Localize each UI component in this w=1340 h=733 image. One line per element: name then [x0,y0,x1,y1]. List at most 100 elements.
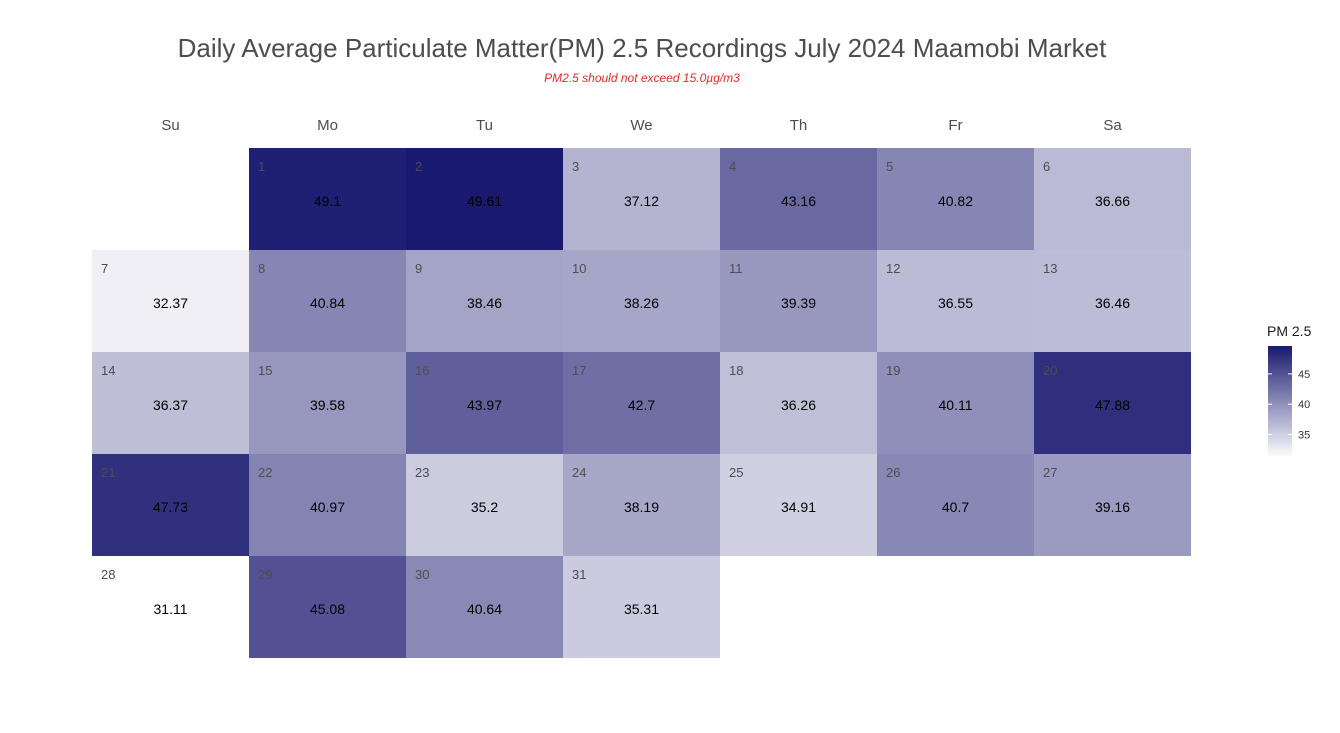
calendar-day-cell: 18 36.26 [720,352,877,454]
color-legend: 35 40 45 [1268,346,1310,458]
calendar-day-cell: 28 31.11 [92,556,249,658]
calendar-day-cell: 10 38.26 [563,250,720,352]
day-number: 5 [886,159,893,174]
day-number: 12 [886,261,900,276]
calendar-day-cell: 19 40.11 [877,352,1034,454]
weekday-label: Fr [948,117,962,134]
day-value-label: 40.7 [942,499,969,515]
day-number: 7 [101,261,108,276]
weekday-label: Tu [476,117,493,134]
day-tile [877,148,1034,250]
day-number: 11 [729,261,743,276]
day-value-label: 43.97 [467,397,502,413]
day-tile [249,250,406,352]
day-value-label: 49.61 [467,193,502,209]
calendar-day-cell: 21 47.73 [92,454,249,556]
day-tile [877,352,1034,454]
day-number: 20 [1043,363,1057,378]
day-value-label: 40.82 [938,193,973,209]
calendar-day-cell: 20 47.88 [1034,352,1191,454]
day-number: 31 [572,567,586,582]
day-value-label: 34.91 [781,499,816,515]
day-value-label: 36.37 [153,397,188,413]
day-tile [92,556,249,658]
day-tile [1034,454,1191,556]
day-number: 28 [101,567,115,582]
day-tile [877,250,1034,352]
day-value-label: 38.26 [624,295,659,311]
calendar-day-cell: 14 36.37 [92,352,249,454]
calendar-day-cell: 30 40.64 [406,556,563,658]
day-value-label: 40.84 [310,295,345,311]
legend-colorbar [1268,346,1292,458]
calendar-day-cell: 249.61 [406,148,563,250]
day-number: 19 [886,363,900,378]
day-value-label: 35.31 [624,601,659,617]
day-tile [563,148,720,250]
day-value-label: 47.73 [153,499,188,515]
legend-tick-label: 40 [1298,399,1310,411]
day-tile [720,454,877,556]
day-number: 1 [258,159,265,174]
day-value-label: 36.55 [938,295,973,311]
calendar-day-cell: 26 40.7 [877,454,1034,556]
day-value-label: 40.64 [467,601,502,617]
day-tile [877,454,1034,556]
day-tile [720,250,877,352]
legend-title: PM 2.5 [1267,323,1312,339]
day-number: 23 [415,465,429,480]
calendar-day-cell: 24 38.19 [563,454,720,556]
weekday-labels: Su Mo Tu We Th Fr Sa [161,117,1122,134]
calendar-day-cell: 149.1 [249,148,406,250]
legend-tick-label: 35 [1298,429,1310,441]
day-number: 9 [415,261,422,276]
calendar-cells: 149.1249.61337.12443.16540.82636.66732.3… [92,148,1191,658]
calendar-day-cell: 16 43.97 [406,352,563,454]
calendar-day-cell: 938.46 [406,250,563,352]
day-number: 26 [886,465,900,480]
day-tile [1034,148,1191,250]
day-number: 2 [415,159,422,174]
calendar-day-cell: 17 42.7 [563,352,720,454]
calendar-heatmap: Su Mo Tu We Th Fr Sa 149.1249.61337.12443.1654… [92,117,1191,658]
calendar-day-cell: 337.12 [563,148,720,250]
day-value-label: 38.46 [467,295,502,311]
day-value-label: 40.11 [939,397,973,413]
day-number: 18 [729,363,743,378]
day-number: 10 [572,261,586,276]
day-value-label: 42.7 [628,397,655,413]
calendar-day-cell: 31 35.31 [563,556,720,658]
calendar-day-cell: 840.84 [249,250,406,352]
day-number: 13 [1043,261,1057,276]
day-number: 16 [415,363,429,378]
day-tile [1034,250,1191,352]
day-value-label: 43.16 [781,193,816,209]
day-value-label: 35.2 [471,499,498,515]
day-tile [406,454,563,556]
day-value-label: 38.19 [624,499,659,515]
day-value-label: 40.97 [310,499,345,515]
day-number: 15 [258,363,272,378]
day-number: 25 [729,465,743,480]
weekday-label: Su [161,117,179,134]
calendar-day-cell: 23 35.2 [406,454,563,556]
day-value-label: 49.1 [314,193,341,209]
day-value-label: 39.58 [310,397,345,413]
chart-subtitle: PM2.5 should not exceed 15.0µg/m3 [544,71,740,85]
day-value-label: 39.16 [1095,499,1130,515]
day-value-label: 32.37 [153,295,188,311]
day-value-label: 37.12 [624,193,659,209]
day-number: 4 [729,159,736,174]
day-tile [249,148,406,250]
day-value-label: 36.66 [1095,193,1130,209]
day-tile [92,352,249,454]
day-value-label: 36.46 [1095,295,1130,311]
calendar-day-cell: 15 39.58 [249,352,406,454]
day-tile [563,250,720,352]
calendar-day-cell: 25 34.91 [720,454,877,556]
calendar-day-cell: 732.37 [92,250,249,352]
calendar-day-cell: 11 39.39 [720,250,877,352]
day-value-label: 45.08 [310,601,345,617]
calendar-day-cell: 27 39.16 [1034,454,1191,556]
calendar-day-cell: 29 45.08 [249,556,406,658]
